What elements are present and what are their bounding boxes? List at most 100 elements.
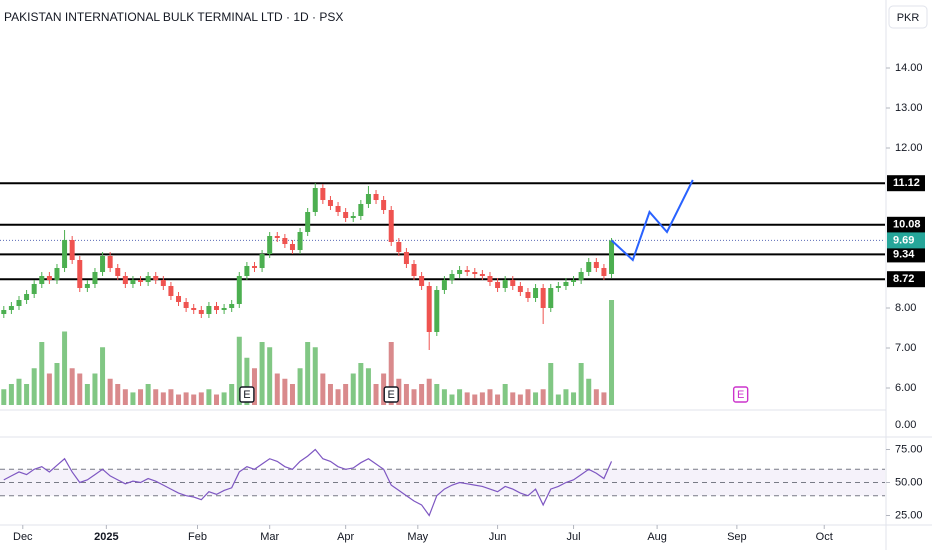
y-tick-label: 7.00 — [895, 342, 916, 354]
candle-body — [479, 274, 485, 276]
volume-bar — [563, 389, 569, 405]
candle-body — [373, 194, 379, 200]
volume-bar — [578, 363, 584, 405]
volume-bar — [1, 389, 7, 405]
candle-body — [244, 266, 250, 276]
chart-title: PAKISTAN INTERNATIONAL BULK TERMINAL LTD… — [4, 10, 343, 24]
price-label-box — [887, 216, 925, 233]
volume-bar — [244, 357, 250, 405]
candle-body — [388, 210, 394, 242]
candle-body — [122, 276, 128, 284]
candle-body — [555, 286, 561, 288]
volume-bar — [457, 389, 463, 405]
volume-bar — [517, 394, 523, 405]
candle-body — [563, 282, 569, 286]
x-tick-label: May — [407, 531, 428, 543]
volume-bar — [320, 373, 326, 405]
candle-body — [251, 266, 257, 268]
volume-bar — [145, 384, 151, 405]
price-label: 10.08 — [893, 219, 921, 231]
candle-body — [517, 286, 523, 292]
candle-body — [540, 288, 546, 308]
x-tick-label: Jul — [567, 531, 581, 543]
candle-body — [419, 276, 425, 286]
volume-bar — [16, 378, 22, 405]
volume-bar — [358, 363, 364, 405]
candle-body — [115, 268, 121, 276]
volume-bar — [441, 389, 447, 405]
candle-body — [54, 268, 60, 280]
rsi-tick-label: 75.00 — [895, 443, 923, 455]
volume-bar — [411, 389, 417, 405]
candle-body — [62, 240, 68, 268]
volume-bar — [100, 347, 106, 405]
x-tick-label: Aug — [647, 531, 667, 543]
volume-bar — [39, 342, 45, 405]
volume-bar — [419, 384, 425, 405]
volume-bar — [183, 392, 189, 405]
volume-bar — [434, 384, 440, 405]
currency-button[interactable] — [888, 5, 928, 29]
price-label: 11.12 — [893, 177, 920, 189]
volume-bar — [46, 373, 52, 405]
candle-body — [297, 232, 303, 250]
candle-body — [92, 272, 98, 284]
volume-bar — [69, 368, 75, 405]
volume-bar — [571, 392, 577, 405]
volume-bar — [31, 368, 37, 405]
candle-body — [198, 310, 204, 314]
volume-bar — [206, 389, 212, 405]
event-label: E — [737, 389, 744, 401]
volume-bar — [327, 384, 333, 405]
price-label-box — [887, 175, 925, 192]
candle-body — [403, 252, 409, 264]
rsi-line — [3, 448, 613, 517]
volume-bar — [54, 363, 60, 405]
candle-body — [221, 308, 227, 310]
price-label: 9.34 — [893, 248, 915, 260]
y-tick-label: 12.00 — [895, 142, 923, 154]
volume-bar — [24, 384, 30, 405]
projection-line — [610, 179, 694, 262]
candle-body — [472, 272, 478, 274]
candle-body — [160, 280, 166, 286]
candle-body — [426, 286, 432, 332]
volume-bar — [540, 389, 546, 405]
candle-body — [183, 302, 189, 308]
candle-body — [441, 280, 447, 290]
volume-bar — [593, 389, 599, 405]
volume-bar — [502, 384, 508, 405]
candle-body — [16, 300, 22, 306]
candle-body — [282, 238, 288, 244]
volume-bar — [525, 389, 531, 405]
x-tick-label: Dec — [13, 531, 33, 543]
candle-body — [77, 260, 83, 288]
event-marker — [732, 386, 749, 403]
volume-bar — [472, 394, 478, 405]
volume-bar — [92, 373, 98, 405]
candle-body — [191, 308, 197, 310]
volume-bar — [168, 389, 174, 405]
volume-bar — [122, 389, 128, 405]
volume-bar — [487, 389, 493, 405]
candle-body — [601, 268, 607, 276]
volume-bar — [214, 394, 220, 405]
volume-bar — [586, 378, 592, 405]
price-label-box — [887, 246, 925, 263]
candle-body — [84, 284, 90, 288]
event-marker — [239, 386, 255, 403]
volume-bar — [601, 392, 607, 405]
x-tick-label: Oct — [816, 531, 833, 543]
price-label-box — [887, 232, 925, 249]
volume-bar — [289, 384, 295, 405]
candle-body — [396, 242, 402, 252]
volume-bar — [62, 331, 68, 405]
currency-label[interactable]: PKR — [897, 12, 920, 24]
x-tick-label: Mar — [260, 531, 279, 543]
volume-bar — [555, 394, 561, 405]
candle-body — [381, 200, 387, 210]
volume-bar — [510, 392, 516, 405]
candle-body — [236, 276, 242, 304]
candle-body — [578, 272, 584, 280]
